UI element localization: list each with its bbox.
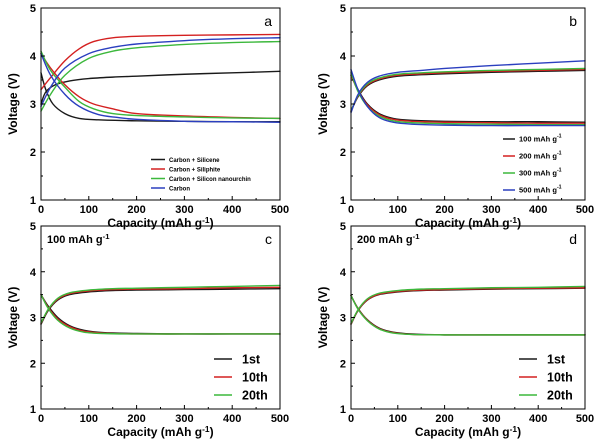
y-axis-label: Voltage (V) (6, 287, 20, 349)
x-tick-label: 300 (175, 413, 193, 425)
x-tick-label: 500 (576, 204, 594, 216)
y-tick-label: 1 (30, 404, 36, 416)
x-tick-label: 300 (482, 413, 500, 425)
series-line-discharge-3 (40, 52, 281, 120)
x-tick-label: 200 (435, 413, 453, 425)
x-tick-label: 300 (175, 204, 193, 216)
y-tick-label: 4 (30, 51, 37, 63)
x-tick-label: 0 (348, 413, 354, 425)
series-line-discharge-1 (350, 74, 586, 123)
panel-letter: a (264, 13, 272, 29)
y-axis-label: Voltage (V) (316, 287, 330, 349)
legend-label: 1st (547, 353, 566, 367)
panel-a: 0 100 200 300 400 500 1 2 3 4 5 Capacity (mAh g-1) V… (6, 3, 289, 230)
y-tick-label: 2 (340, 358, 346, 370)
legend-label: 300 mAh g-1 (519, 168, 562, 178)
legend-label: Carbon + Silicon nanourchin (169, 177, 251, 183)
series-line-discharge-7 (40, 52, 281, 123)
y-axis-label: Voltage (V) (6, 73, 20, 135)
y-tick-label: 1 (340, 195, 346, 207)
series-line-discharge-1 (350, 294, 586, 336)
legend-label: 100 mAh g-1 (519, 134, 562, 144)
x-tick-label: 200 (435, 204, 453, 216)
x-tick-label: 500 (271, 204, 289, 216)
panel-title: 100 mAh g-1 (47, 232, 110, 246)
x-tick-label: 0 (38, 204, 44, 216)
legend-label: 1st (242, 353, 261, 367)
x-tick-label: 400 (529, 204, 547, 216)
y-tick-label: 2 (30, 358, 36, 370)
y-tick-label: 5 (30, 221, 36, 233)
y-axis-label: Voltage (V) (316, 73, 330, 135)
x-tick-label: 100 (389, 413, 407, 425)
legend-label: 20th (242, 389, 268, 403)
y-tick-label: 5 (340, 3, 346, 15)
series-line-discharge-5 (350, 294, 586, 336)
series-line-charge-6 (350, 60, 586, 114)
legend-label: 10th (547, 371, 573, 385)
legend-label: 500 mAh g-1 (519, 185, 562, 195)
panel-d: 0 100 200 300 400 500 1 2 3 4 5 Capacity (mAh g-1) V… (316, 221, 594, 439)
series-line-discharge-5 (40, 293, 281, 335)
panel-title: 200 mAh g-1 (357, 232, 420, 246)
x-tick-label: 200 (127, 413, 145, 425)
x-axis-label: Capacity (mAh g-1) (107, 215, 213, 230)
plot-frame (40, 7, 281, 201)
series-line-charge-4 (40, 284, 281, 324)
x-tick-label: 500 (271, 413, 289, 425)
y-tick-label: 2 (340, 147, 346, 159)
legend-label: 10th (242, 371, 268, 385)
panel-b: 0 100 200 300 400 500 1 2 3 4 5 Capacity (mAh g-1) V… (316, 3, 594, 230)
x-axis-label: Capacity (mAh g-1) (415, 424, 521, 439)
x-tick-label: 100 (80, 204, 98, 216)
y-tick-label: 1 (30, 195, 36, 207)
series-line-charge-0 (350, 287, 586, 326)
y-tick-label: 2 (30, 147, 36, 159)
legend-label: 200 mAh g-1 (519, 151, 562, 161)
series-line-discharge-5 (40, 50, 281, 120)
x-tick-label: 400 (529, 413, 547, 425)
x-tick-label: 200 (127, 204, 145, 216)
y-tick-label: 3 (340, 313, 346, 325)
panel-letter: c (265, 231, 272, 247)
x-tick-label: 100 (80, 413, 98, 425)
x-tick-label: 0 (348, 204, 354, 216)
x-tick-label: 100 (389, 204, 407, 216)
x-tick-label: 500 (576, 413, 594, 425)
y-tick-label: 3 (30, 99, 36, 111)
legend-label: Carbon + Siliphite (169, 168, 221, 174)
y-tick-label: 4 (340, 267, 347, 279)
y-tick-label: 5 (340, 221, 346, 233)
legend-label: Carbon + Silicene (169, 158, 220, 164)
panel-c: 0 100 200 300 400 500 1 2 3 4 5 Capacity (mAh g-1) V… (6, 221, 289, 439)
y-tick-label: 3 (30, 313, 36, 325)
series-line-charge-4 (350, 67, 586, 112)
x-axis-label: Capacity (mAh g-1) (107, 424, 213, 439)
legend-label: 20th (547, 389, 573, 403)
y-tick-label: 4 (30, 267, 37, 279)
series-line-charge-4 (350, 285, 586, 325)
x-tick-label: 400 (223, 413, 241, 425)
y-tick-label: 4 (340, 51, 347, 63)
series-line-charge-2 (40, 33, 281, 91)
series-line-discharge-1 (40, 293, 281, 335)
series-line-charge-2 (40, 286, 281, 325)
series-line-charge-0 (40, 287, 281, 326)
x-tick-label: 0 (38, 413, 44, 425)
y-tick-label: 1 (340, 404, 346, 416)
x-tick-label: 400 (223, 204, 241, 216)
panel-letter: b (569, 13, 577, 29)
series-line-discharge-7 (350, 68, 586, 127)
panel-letter: d (569, 231, 577, 247)
y-tick-label: 3 (340, 99, 346, 111)
series-line-discharge-3 (350, 294, 586, 336)
series-line-charge-4 (40, 40, 281, 112)
y-tick-label: 5 (30, 3, 36, 15)
legend-label: Carbon (169, 187, 190, 193)
x-tick-label: 300 (482, 204, 500, 216)
x-axis-label: Capacity (mAh g-1) (415, 215, 521, 230)
series-line-charge-2 (350, 287, 586, 325)
